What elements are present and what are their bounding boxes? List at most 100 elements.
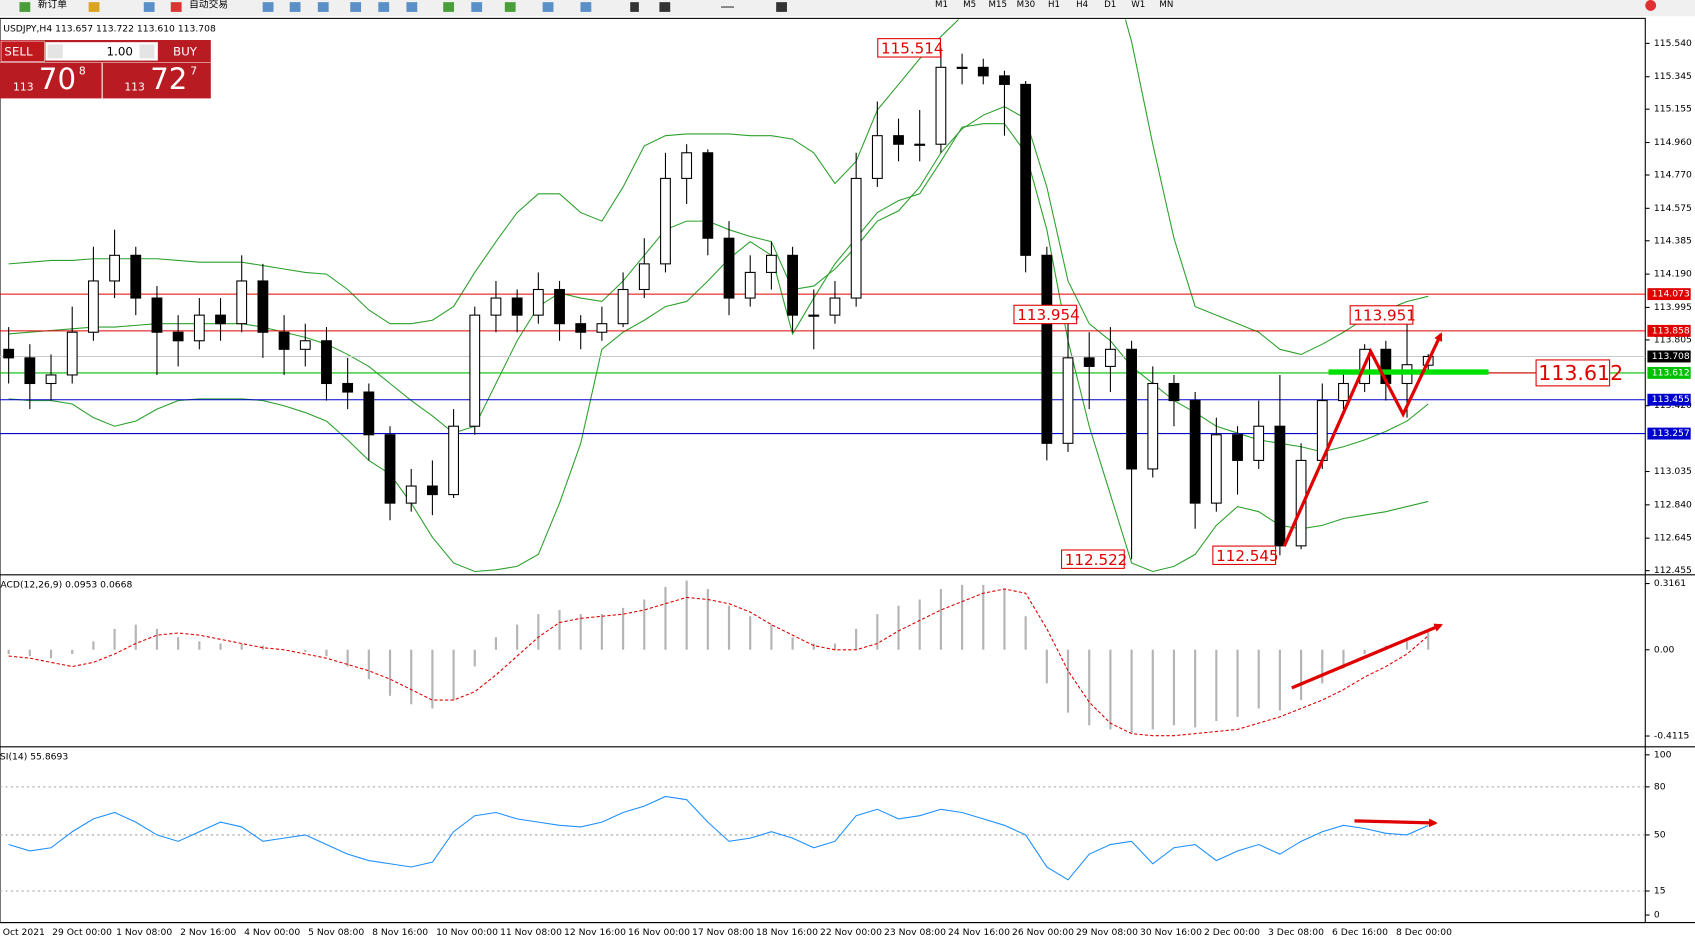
buy-pips[interactable]: 72 <box>150 62 187 96</box>
candle-body <box>172 331 184 342</box>
y-tick-label: 100 <box>1654 749 1672 760</box>
candle-body <box>1020 83 1032 256</box>
sell-big-figure[interactable]: 113 <box>13 81 34 94</box>
y-tick-label: 113.805 <box>1654 334 1692 345</box>
x-tick-label: 24 Nov 16:00 <box>948 927 1010 938</box>
candle-body <box>850 177 862 299</box>
x-tick-label: 6 Dec 16:00 <box>1332 927 1388 938</box>
macd-label: MACD(12,26,9) 0.0953 0.0668 <box>0 580 132 591</box>
timeframe-button[interactable]: MN <box>1159 0 1173 10</box>
new-order-button[interactable]: 新订单 <box>38 0 67 10</box>
candle-body <box>935 66 947 145</box>
timeframe-button[interactable]: D1 <box>1104 0 1116 10</box>
buy-label[interactable]: BUY <box>173 44 198 58</box>
x-tick-label: 2 Dec 00:00 <box>1204 927 1260 938</box>
x-tick-label: 23 Nov 08:00 <box>884 927 946 938</box>
price-note: 115.514 <box>881 39 944 57</box>
candle-body <box>469 314 481 427</box>
x-tick-label: 17 Nov 08:00 <box>692 927 754 938</box>
y-tick-label: 112.455 <box>1654 565 1692 576</box>
timeframe-button[interactable]: M1 <box>935 0 948 10</box>
timeframe-button[interactable]: W1 <box>1131 0 1145 10</box>
y-tick-label: 113.995 <box>1654 302 1692 313</box>
x-tick-label: 2 Nov 16:00 <box>180 927 236 938</box>
price-note-box <box>1535 359 1611 387</box>
candle-body <box>660 177 671 265</box>
buy-big-figure[interactable]: 113 <box>124 81 145 94</box>
x-tick-label: 5 Nov 08:00 <box>308 927 364 938</box>
sell-point[interactable]: 8 <box>79 64 86 77</box>
candle-body <box>1189 400 1201 504</box>
candle-body <box>109 254 120 282</box>
candle-body <box>532 288 544 316</box>
x-tick-label: 30 Nov 16:00 <box>1140 927 1202 938</box>
rsi-line <box>8 795 1429 881</box>
candle-body <box>1168 382 1180 402</box>
x-tick-label: 18 Nov 16:00 <box>756 927 818 938</box>
y-tick-label: 15 <box>1654 886 1666 897</box>
timeframe-button[interactable]: M5 <box>963 0 976 10</box>
toolbar <box>0 0 1695 17</box>
candle-body <box>45 374 57 385</box>
sell-button[interactable] <box>0 40 45 62</box>
candle-body <box>66 331 78 376</box>
candle-body <box>151 297 163 333</box>
price-level-label: 113.708 <box>1652 351 1690 362</box>
x-tick-label: 1 Nov 08:00 <box>116 927 172 938</box>
candle-body <box>1295 459 1307 547</box>
y-tick-label: 113.035 <box>1654 466 1692 477</box>
y-tick-label: 0.00 <box>1654 644 1675 655</box>
candle-body <box>363 391 375 436</box>
candle-body <box>299 340 311 350</box>
candle-body <box>215 314 226 325</box>
candle-body <box>723 237 735 299</box>
price-level-label: 114.073 <box>1652 289 1690 300</box>
price-note-box <box>1212 545 1277 565</box>
auto-trading-button[interactable]: 自动交易 <box>189 0 228 10</box>
sell-pips[interactable]: 70 <box>39 62 76 96</box>
candle-body <box>24 357 36 385</box>
timeframe-button[interactable]: H4 <box>1076 0 1088 10</box>
price-note-box <box>877 38 942 58</box>
x-tick-label: 22 Nov 00:00 <box>820 927 882 938</box>
candle-body <box>702 152 714 239</box>
candle-body <box>236 280 248 325</box>
candle-body <box>681 152 693 179</box>
candle-body <box>448 425 459 496</box>
lot-input[interactable] <box>45 42 158 61</box>
timeframe-button[interactable]: H1 <box>1048 0 1060 10</box>
buy-point[interactable]: 7 <box>190 64 197 77</box>
candle-body <box>999 75 1010 85</box>
y-tick-label: 114.960 <box>1654 137 1692 148</box>
y-tick-label: 115.155 <box>1654 104 1692 115</box>
toolbar-icons <box>19 0 1657 12</box>
x-tick-label: 28 Oct 2021 <box>0 927 45 938</box>
x-tick-label: 29 Nov 08:00 <box>1076 927 1138 938</box>
candle-body <box>1338 382 1349 402</box>
lot-value[interactable]: 1.00 <box>107 44 133 58</box>
candle-body <box>426 485 438 496</box>
price-note-box <box>1013 304 1078 325</box>
candle-body <box>1041 254 1053 444</box>
price-note: 113.612 <box>1538 361 1623 385</box>
price-note: 112.545 <box>1216 547 1279 565</box>
candle-body <box>321 340 332 385</box>
macd-signal <box>8 588 1429 737</box>
bollinger-lower <box>8 123 1429 573</box>
bollinger-upper <box>8 19 1429 356</box>
candle-body <box>405 485 417 504</box>
timeframe-button[interactable]: M30 <box>1017 0 1035 10</box>
y-tick-label: 113.420 <box>1654 400 1692 411</box>
sell-label[interactable]: SELL <box>4 44 33 58</box>
candle-body <box>554 288 565 325</box>
x-tick-label: 29 Oct 00:00 <box>52 927 112 938</box>
timeframe-button[interactable]: M15 <box>989 0 1007 10</box>
rsi-arrow <box>1354 818 1438 828</box>
candle-body <box>977 66 989 77</box>
x-tick-label: 3 Dec 08:00 <box>1268 927 1324 938</box>
candle-body <box>193 314 205 342</box>
candle-body <box>1253 425 1265 461</box>
price-level-box <box>1647 288 1691 301</box>
